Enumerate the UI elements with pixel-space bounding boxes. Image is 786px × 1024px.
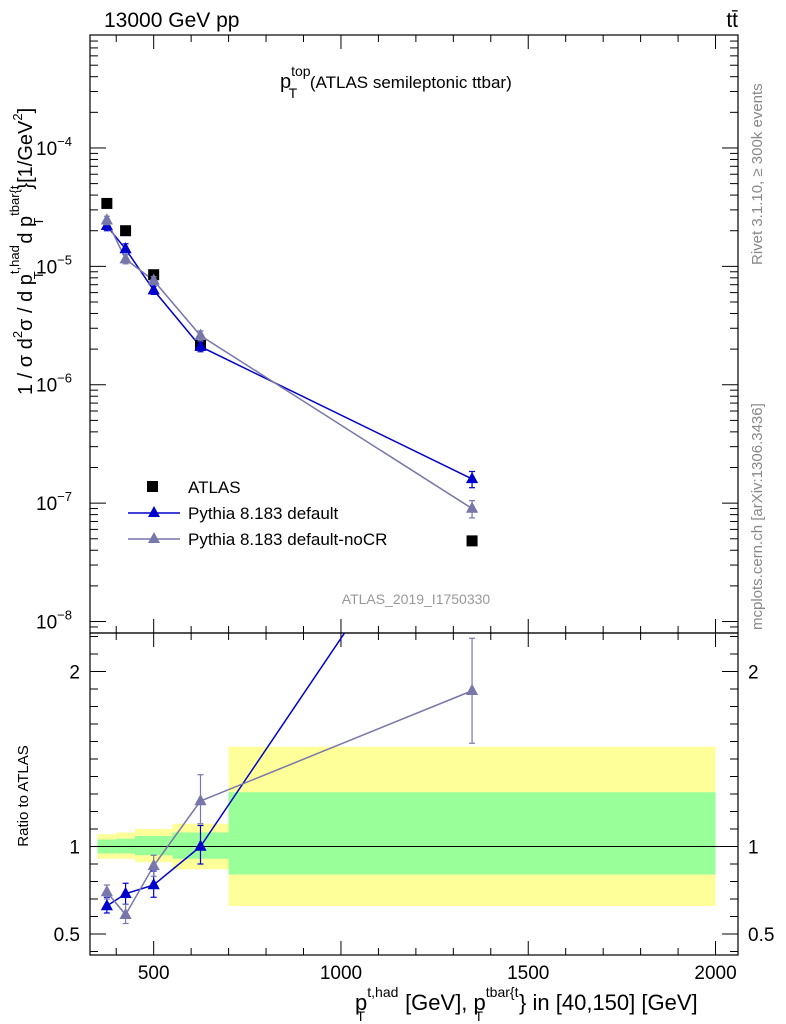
ratio-y-tick-label-right: 1 [748,838,759,859]
data-point-atlas-0 [101,197,113,209]
main-series-group [100,197,479,547]
main-marker-2-0 [100,213,113,225]
rivet-label: Rivet 3.1.10, ≥ 300k events [749,83,766,265]
ratio-marker-1-0 [100,885,113,897]
ratio-marker-0-1 [119,886,132,898]
y-tick-base: 10 [36,376,57,397]
legend-default-label: Pythia 8.183 default [188,504,339,523]
data-point-atlas-1 [120,225,132,237]
y-tick-base: 10 [36,257,57,278]
main-y-tick-label: 10−5 [36,252,72,278]
ratio-band-inner-4 [228,792,716,875]
ratio-marker-0-0 [100,899,113,911]
x-tick-label: 500 [138,963,170,984]
ratio-marker-1-2 [147,858,160,870]
x-axis-label: pt,had T [GeV], ptbar{t T} in [40,150] [Ge… [355,984,698,1024]
ratio-y-axis-label: Ratio to ATLAS [15,745,32,846]
svg-text:Ratio to ATLAS: Ratio to ATLAS [15,745,32,846]
main-series-line-1 [106,225,473,480]
mcplots-label: mcplots.cern.ch [arXiv:1306.3436] [749,403,766,630]
legend-default-marker [148,506,160,517]
ratio-y-tick-label-left: 0.5 [54,925,80,946]
ratio-plot-area: 500 1000 1500 2000 0.5 0.5 1 1 2 2 [54,437,774,984]
main-marker-1-4 [465,471,479,484]
y-tick-base: 10 [36,494,57,515]
main-y-tick-label: 10−6 [36,371,72,397]
main-y-tick-label: 10−8 [36,608,72,634]
data-point-atlas-4 [466,535,478,547]
x-tick-label: 1000 [320,963,362,984]
svg-text:Rivet 3.1.10, ≥ 300k events: Rivet 3.1.10, ≥ 300k events [749,83,766,265]
ratio-y-tick-label-left: 2 [69,663,80,684]
main-y-axis-label: 1 / σ d2σ / d pt,hadT d ptbar{tT}[1/GeV2… [7,108,46,395]
legend-nocr-label: Pythia 8.183 default-noCR [188,530,387,549]
y-tick-exponent: −5 [57,252,72,267]
ratio-marker-0-2 [147,878,160,890]
beam-energy-label: 13000 GeV pp [104,9,239,32]
x-tick-label: 1500 [507,963,549,984]
main-marker-2-1 [119,252,132,264]
main-y-tick-label: 10−7 [36,489,72,515]
y-tick-exponent: −6 [57,371,72,386]
legend-nocr-marker [148,532,160,543]
main-series-line-2 [106,219,473,510]
y-tick-base: 10 [36,139,57,160]
ratio-y-tick-label-right: 2 [748,663,759,684]
ratio-marker-1-4 [465,683,479,695]
y-tick-exponent: −7 [57,489,72,504]
ratio-marker-0-3 [194,839,207,851]
ratio-series-group [100,437,479,925]
ratio-marker-0-4 [466,437,478,448]
main-marker-1-1 [119,242,132,254]
main-marker-2-3 [194,328,207,340]
x-tick-label: 2000 [694,963,736,984]
ratio-bands [97,746,716,906]
y-tick-exponent: −8 [57,608,72,623]
svg-text:1 / σ d2σ / d pt,hadT d ptbar{: 1 / σ d2σ / d pt,hadT d ptbar{tT}[1/GeV2… [7,108,46,395]
y-tick-exponent: −4 [57,134,72,149]
legend-atlas-label: ATLAS [188,478,241,497]
ratio-marker-1-3 [194,794,207,806]
ratio-marker-1-1 [119,907,132,919]
legend: ATLAS Pythia 8.183 default Pythia 8.183 … [128,478,387,549]
title-sup: top [291,63,311,79]
plot-title: ptop T (ATLAS semileptonic ttbar) [280,63,512,101]
analysis-id-label: ATLAS_2019_I1750330 [342,591,491,607]
legend-atlas-marker [147,481,158,492]
ratio-y-tick-label-right: 0.5 [748,925,774,946]
main-marker-2-4 [465,501,479,513]
main-plot-area: 10−410−510−610−710−8 [36,34,739,634]
ratio-band-inner-2 [134,836,173,856]
main-y-tick-label: 10−4 [36,134,72,160]
y-tick-base: 10 [36,613,57,634]
main-marker-1-3 [194,339,207,351]
title-sub: T [289,85,298,101]
title-main: p [280,71,291,93]
main-marker-1-2 [147,283,160,295]
title-rest: (ATLAS semileptonic ttbar) [305,73,512,92]
svg-text:mcplots.cern.ch [arXiv:1306.34: mcplots.cern.ch [arXiv:1306.3436] [749,403,766,630]
ratio-y-tick-label-left: 1 [69,838,80,859]
main-marker-2-2 [147,273,160,285]
process-label: tt̄ [726,9,738,32]
